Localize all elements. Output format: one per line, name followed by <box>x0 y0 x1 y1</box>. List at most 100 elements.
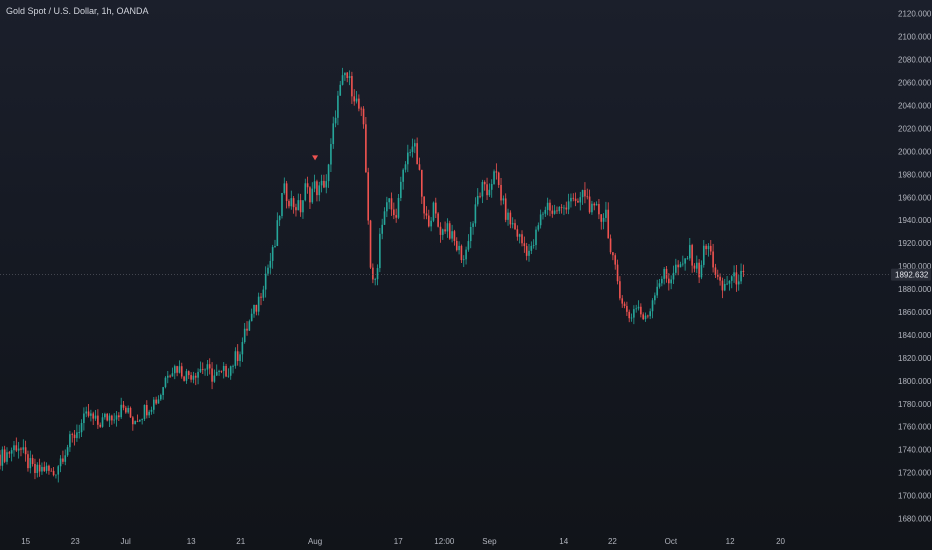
candle <box>10 447 13 462</box>
candle <box>579 191 582 211</box>
candle <box>215 364 218 376</box>
price-scale-label: 1880.000 <box>898 285 932 294</box>
candle <box>136 414 139 423</box>
candle <box>707 243 710 257</box>
candle <box>225 363 227 378</box>
candle <box>418 157 421 171</box>
candle <box>173 364 176 380</box>
candle <box>437 212 439 228</box>
price-scale-label: 1920.000 <box>898 239 932 248</box>
candle <box>726 275 728 286</box>
candle <box>609 234 612 255</box>
time-scale-label: Jul <box>121 537 131 546</box>
candle <box>24 440 27 462</box>
candle <box>87 403 90 418</box>
candle <box>647 314 649 319</box>
candle <box>292 195 295 214</box>
candle <box>358 94 360 112</box>
time-scale-label: 22 <box>608 537 617 546</box>
candle <box>600 214 603 230</box>
candle <box>250 308 253 322</box>
candle <box>425 206 428 220</box>
candle <box>311 182 314 204</box>
candle <box>434 197 437 219</box>
candle <box>453 229 456 246</box>
candle <box>120 397 122 419</box>
candle <box>199 361 202 374</box>
candle <box>681 255 684 267</box>
time-scale-label: Sep <box>482 537 497 546</box>
candle <box>274 239 276 248</box>
candle <box>483 180 486 191</box>
candle <box>728 280 731 291</box>
candle <box>239 351 241 367</box>
candle <box>577 198 579 203</box>
candle <box>76 424 78 442</box>
candle <box>388 198 390 210</box>
candle <box>460 244 463 264</box>
candle <box>695 255 698 274</box>
candle <box>185 368 188 384</box>
candle <box>64 449 67 466</box>
candle <box>29 450 32 474</box>
candle <box>593 202 596 211</box>
candle <box>267 264 269 276</box>
candle <box>637 300 640 311</box>
candle <box>476 188 479 207</box>
candle <box>222 362 225 379</box>
time-scale-label: 21 <box>236 537 245 546</box>
candle <box>544 206 547 217</box>
candle <box>649 308 651 320</box>
candle <box>542 211 544 220</box>
price-scale-label: 1780.000 <box>898 400 932 409</box>
candle <box>386 196 388 218</box>
candle <box>113 413 116 424</box>
candle <box>36 462 39 478</box>
candle <box>178 360 181 374</box>
candle <box>472 221 474 235</box>
price-scale-label: 1800.000 <box>898 377 932 386</box>
candle <box>348 70 351 86</box>
time-scale-label: 20 <box>776 537 785 546</box>
candle <box>211 362 213 390</box>
candle <box>302 200 304 219</box>
price-scale-label: 2060.000 <box>898 79 932 88</box>
candle <box>218 369 220 376</box>
candle <box>139 419 141 423</box>
price-scale-label: 1700.000 <box>898 492 932 501</box>
candle <box>740 263 742 285</box>
candle <box>423 196 425 220</box>
candle <box>563 204 565 216</box>
candle <box>208 358 211 375</box>
candle <box>677 260 679 276</box>
candle <box>94 410 97 421</box>
candle <box>355 90 358 104</box>
candle <box>374 277 377 286</box>
candle <box>612 252 614 261</box>
candle <box>455 237 458 252</box>
candle <box>164 376 167 389</box>
candle <box>337 90 339 126</box>
price-scale-label: 1740.000 <box>898 446 932 455</box>
candle <box>705 243 707 255</box>
candle <box>668 273 670 291</box>
candle <box>169 374 171 378</box>
candle <box>516 225 519 241</box>
candle <box>702 240 705 268</box>
candle <box>27 450 29 472</box>
candle <box>190 372 192 383</box>
candle <box>213 369 216 383</box>
candle <box>439 222 442 243</box>
candle <box>365 117 367 173</box>
price-scale-label: 1820.000 <box>898 354 932 363</box>
candle <box>407 144 409 173</box>
candle <box>409 149 411 157</box>
candle <box>572 193 575 202</box>
candle <box>607 202 610 239</box>
candle <box>397 193 400 220</box>
candle <box>241 337 244 362</box>
candle <box>13 440 15 457</box>
candle <box>192 371 195 384</box>
